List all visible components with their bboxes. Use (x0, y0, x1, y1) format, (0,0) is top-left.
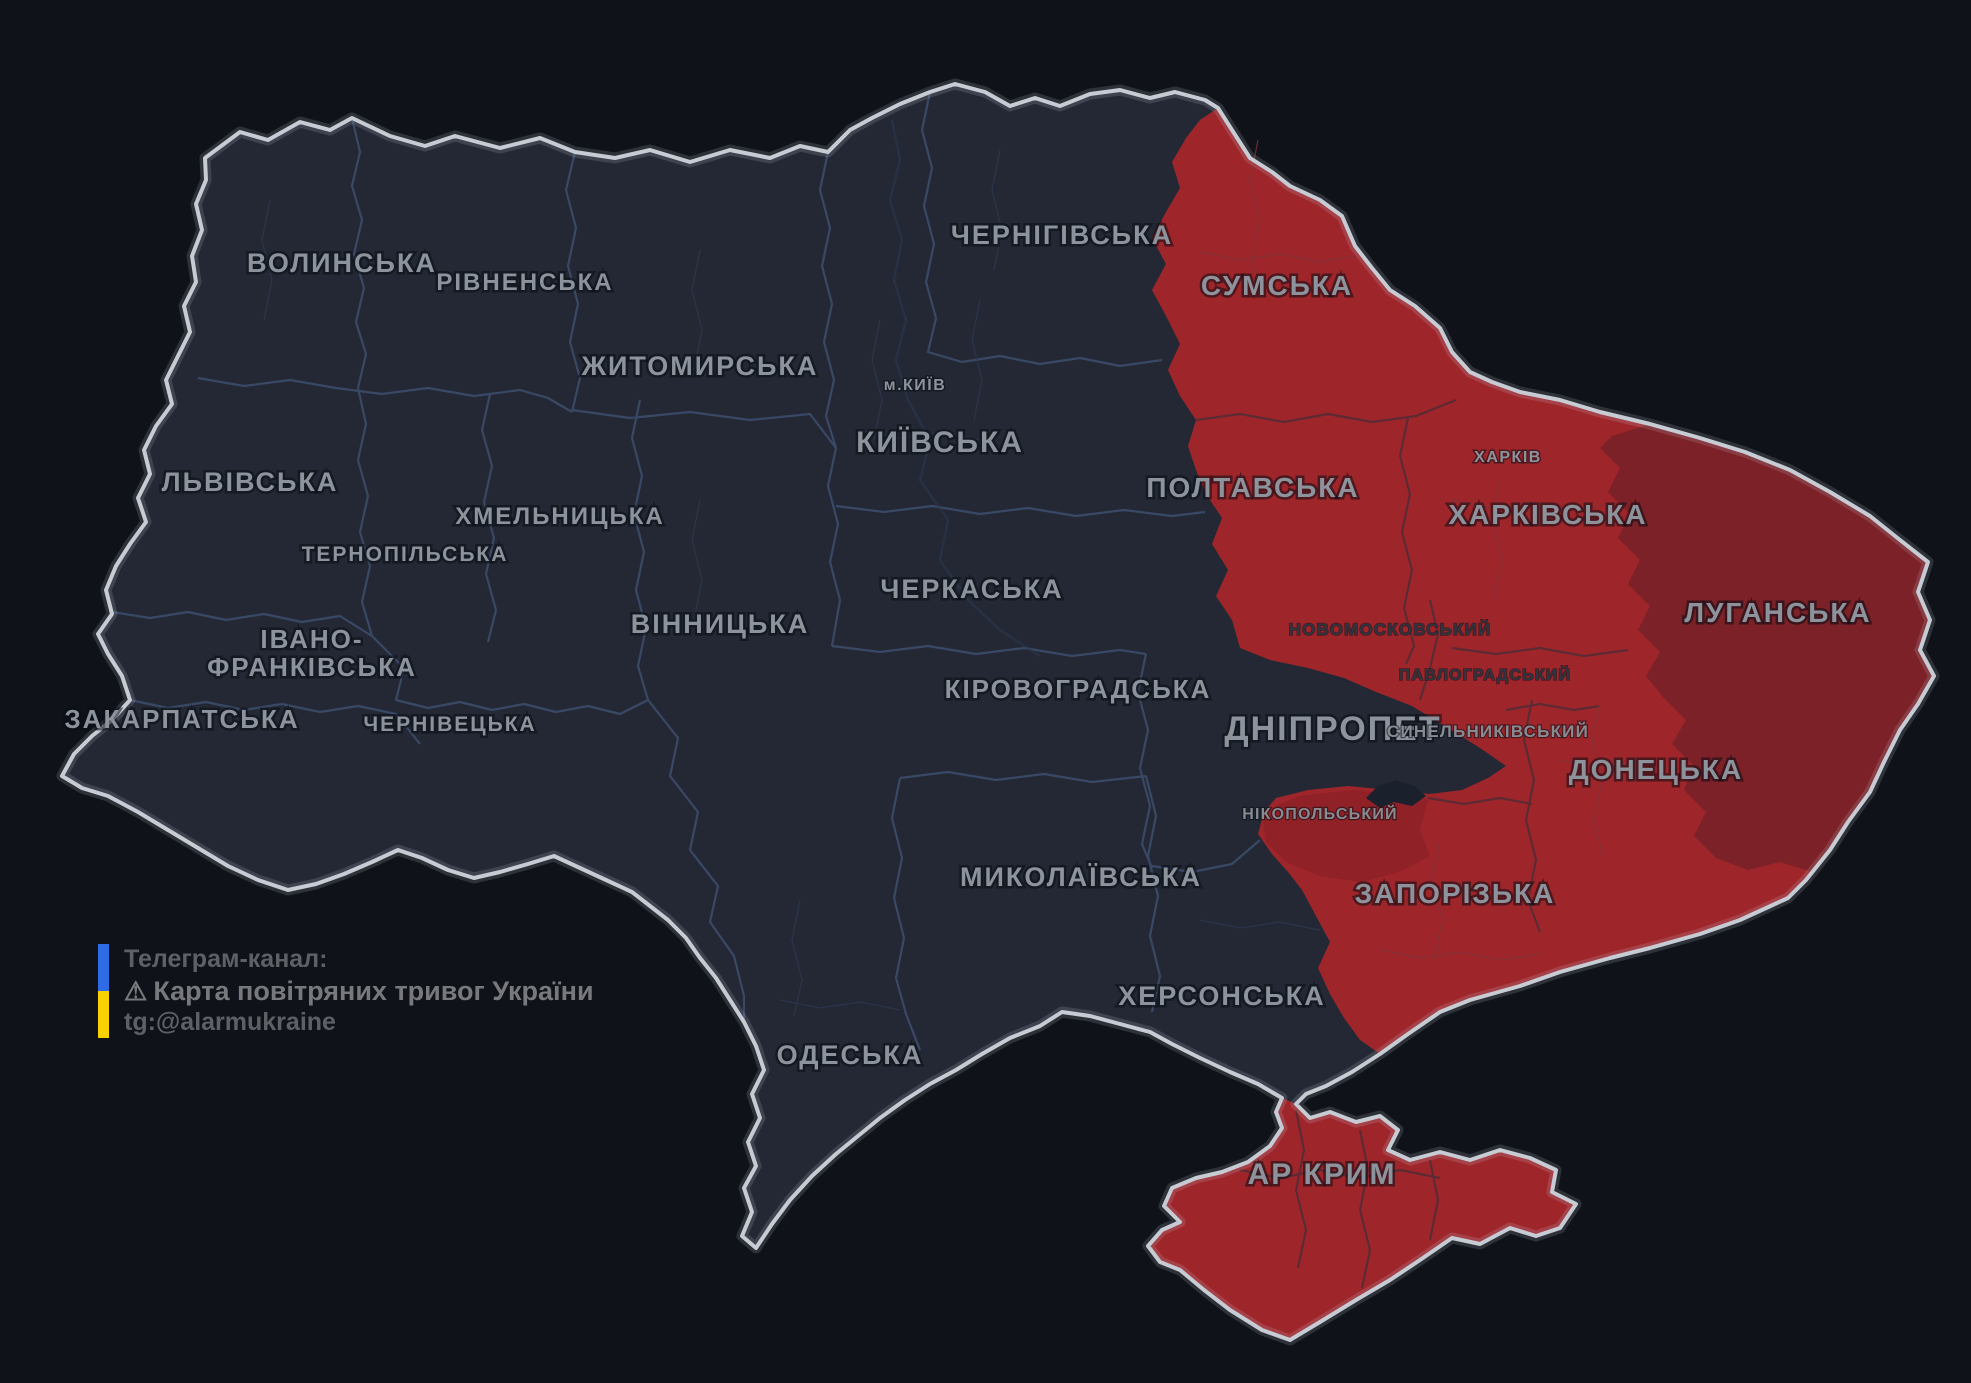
region-label-dnipropetrovska: ДНІПРОПЕТ (1224, 710, 1441, 748)
country-outline (60, 82, 1936, 1342)
raion-borders-alert (1199, 139, 1681, 961)
kakhovka-reservoir-shape (1366, 780, 1426, 808)
region-label-lvivska: ЛЬВІВСЬКА (162, 467, 339, 497)
ukraine-flag-bar (98, 944, 109, 1038)
region-label-synelnykivskyi-raion: СИНЕЛЬНИКІВСЬКИЙ (1387, 722, 1589, 741)
oblast-borders-calm (111, 91, 1261, 1051)
legend-text: Телеграм-канал: ⚠ Карта повітряних триво… (124, 944, 594, 1038)
region-label-kharkivska: ХАРКІВСЬКА (1448, 499, 1647, 530)
region-label-novomoskovskyi-raion: НОВОМОСКОВСЬКИЙ (1289, 620, 1492, 639)
region-label-ivano-frankivska: ІВАНО-ФРАНКІВСЬКА (207, 624, 417, 682)
region-label-odeska: ОДЕСЬКА (777, 1040, 924, 1070)
region-label-kyiv-city: м.КИЇВ (884, 376, 947, 394)
region-label-nikopolskyi-raion: НІКОПОЛЬСЬКИЙ (1242, 804, 1398, 823)
region-label-kirovohradska: КІРОВОГРАДСЬКА (945, 674, 1212, 704)
region-label-pavlohradskyi-raion: ПАВЛОГРАДСЬКИЙ (1399, 665, 1571, 684)
luhansk-dark-alert-shape (1600, 424, 1934, 872)
region-label-mykolaivska: МИКОЛАЇВСЬКА (960, 862, 1202, 892)
region-label-luhanska: ЛУГАНСЬКА (1684, 597, 1871, 628)
region-label-volynska: ВОЛИНСЬКА (247, 248, 437, 278)
legend-telegram-handle: tg:@alarmukraine (124, 1008, 336, 1037)
legend-channel-label: Телеграм-канал: (124, 945, 328, 973)
region-label-poltavska: ПОЛТАВСЬКА (1146, 472, 1359, 503)
region-label-sumska: СУМСЬКА (1201, 270, 1353, 301)
warning-icon: ⚠ (124, 975, 148, 1006)
region-label-zakarpatska: ЗАКАРПАТСЬКА (64, 704, 299, 734)
region-label-chernivetska: ЧЕРНІВЕЦЬКА (363, 713, 536, 736)
flag-yellow-stripe (98, 990, 109, 1038)
region-label-ar-krym: АР КРИМ (1248, 1158, 1397, 1191)
nikopolskyi-raion-shape (1262, 790, 1430, 882)
region-label-rivnenska: РІВНЕНСЬКА (436, 269, 613, 296)
region-label-vinnytska: ВІННИЦЬКА (631, 609, 810, 639)
oblast-borders-alert (1195, 398, 1629, 1289)
region-label-donetska: ДОНЕЦЬКА (1569, 754, 1744, 785)
region-label-kharkiv-city: ХАРКІВ (1474, 449, 1542, 466)
legend-channel-name-text: Карта повітряних тривог України (153, 975, 594, 1006)
legend-channel-name: ⚠ Карта повітряних тривог України (124, 975, 594, 1008)
legend: Телеграм-канал: ⚠ Карта повітряних триво… (98, 944, 594, 1038)
region-label-kyivska: КИЇВСЬКА (856, 426, 1024, 459)
flag-blue-stripe (98, 944, 109, 991)
region-label-khmelnytska: ХМЕЛЬНИЦЬКА (455, 503, 664, 530)
raion-borders-calm (261, 149, 1321, 1017)
region-label-cherkaska: ЧЕРКАСЬКА (880, 574, 1063, 604)
region-label-chernihivska: ЧЕРНІГІВСЬКА (951, 220, 1173, 250)
region-label-ternopilska: ТЕРНОПІЛЬСЬКА (302, 543, 509, 566)
dnipro-river (888, 119, 1041, 658)
region-label-zaporizka: ЗАПОРІЗЬКА (1355, 878, 1556, 909)
region-label-khersonska: ХЕРСОНСЬКА (1118, 981, 1326, 1011)
region-label-zhytomyrska: ЖИТОМИРСЬКА (581, 351, 819, 381)
